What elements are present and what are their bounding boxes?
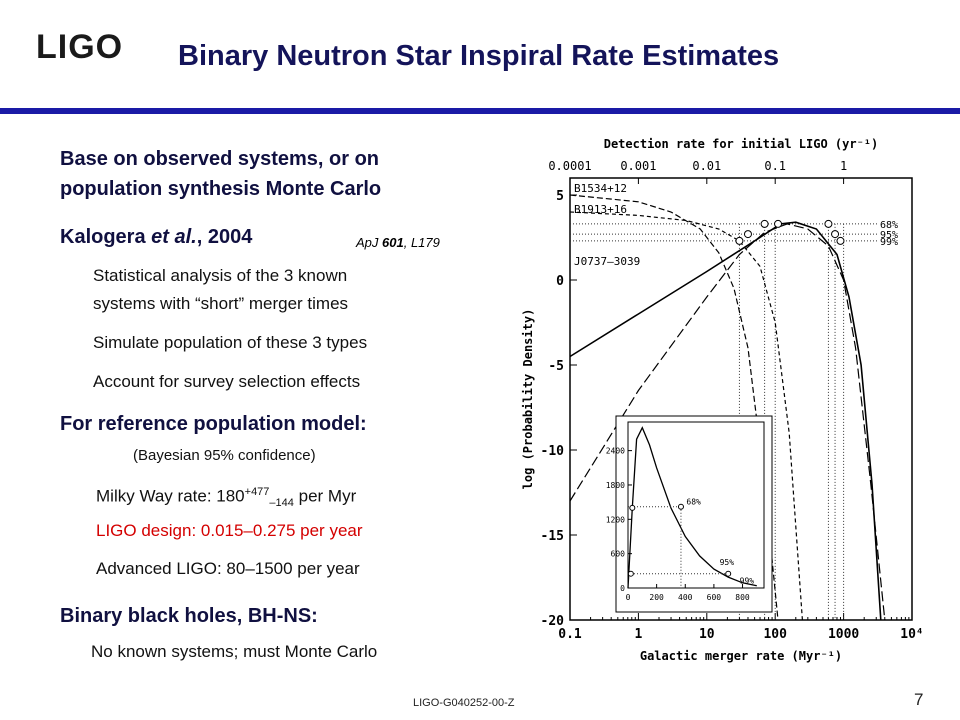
plot-frame (569, 177, 913, 621)
bullet-3: Account for survey selection effects (93, 372, 361, 391)
page-title: Binary Neutron Star Inspiral Rate Estima… (178, 40, 780, 72)
inset-y-tick-label: 1200 (606, 515, 625, 524)
inset-x-tick-label: 200 (649, 593, 664, 602)
kalogera-author: Kalogera (60, 226, 152, 248)
mw-rate-value: Milky Way rate: 180 (96, 486, 245, 506)
inset-marker (725, 570, 732, 577)
label-b1913: B1913+16 (574, 203, 627, 216)
inset-marker (629, 504, 636, 511)
x-tick-label: 10⁴ (900, 627, 923, 642)
milky-way-rate: Milky Way rate: 180+477–144 per Myr (96, 486, 356, 509)
ligo-design-rate: LIGO design: 0.015–0.275 per year (96, 521, 363, 540)
inset-y-tick-label: 0 (620, 584, 625, 593)
confidence-level-label: 95% (880, 230, 898, 241)
y-axis-label: log (Probability Density) (521, 309, 535, 490)
x-tick-label: 100 (763, 627, 787, 642)
top-tick-label: 0.001 (620, 159, 656, 173)
ref-volume: 601 (382, 235, 404, 250)
ref-journal: ApJ (356, 235, 383, 250)
inset-label-95: 95% (720, 558, 735, 567)
y-tick-label: -10 (541, 444, 565, 459)
series-curve (569, 223, 886, 621)
bullet-1b: systems with “short” merger times (93, 294, 349, 313)
binary-black-holes-heading: Binary black holes, BH-NS: (60, 605, 318, 627)
mw-rate-upper: +477 (244, 486, 270, 498)
confidence-marker (735, 236, 744, 245)
series-curve (569, 221, 882, 621)
y-tick-label: -15 (541, 529, 564, 544)
label-b1534: B1534+12 (574, 182, 627, 195)
intro-line-2: population synthesis Monte Carlo (60, 178, 382, 200)
inset-y-tick-label: 2400 (606, 447, 625, 456)
x-axis-label: Galactic merger rate (Myr⁻¹) (640, 649, 842, 663)
top-tick-label: 0.0001 (548, 159, 591, 173)
mw-rate-unit: per Myr (293, 486, 357, 506)
inset-label-99: 99% (740, 576, 755, 585)
y-tick-label: -20 (541, 614, 565, 629)
series-curve (569, 211, 803, 621)
confidence-marker (760, 219, 769, 228)
x-tick-label: 10 (699, 627, 715, 642)
bayesian-note: (Bayesian 95% confidence) (133, 447, 316, 464)
document-id: LIGO-G040252-00-Z (413, 697, 515, 709)
kalogera-etal: et al. (151, 226, 197, 248)
inset-x-tick-label: 0 (626, 593, 631, 602)
mw-rate-lower: –144 (269, 497, 294, 510)
confidence-marker (774, 219, 783, 228)
top-tick-label: 1 (840, 159, 847, 173)
inset-label-68: 68% (686, 498, 701, 507)
ligo-logo: LIGO (36, 28, 124, 66)
inset-curve (627, 426, 757, 589)
confidence-marker (831, 230, 840, 239)
inset-x-tick-label: 600 (707, 593, 722, 602)
reference-model-heading: For reference population model: (60, 413, 367, 435)
intro-line-1: Base on observed systems, or on (60, 148, 380, 170)
top-axis-title: Detection rate for initial LIGO (yr⁻¹) (604, 137, 879, 151)
confidence-level-label: 68% (880, 220, 898, 231)
y-tick-label: 5 (556, 189, 564, 204)
kalogera-heading: Kalogera et al., 2004 (60, 226, 252, 249)
confidence-marker (743, 230, 752, 239)
y-tick-label: 0 (556, 274, 564, 289)
inset-y-tick-label: 600 (611, 550, 626, 559)
inset-x-tick-label: 800 (735, 593, 750, 602)
binary-black-holes-note: No known systems; must Monte Carlo (91, 642, 378, 661)
confidence-marker (824, 219, 833, 228)
reference-citation: ApJ 601, L179 (356, 235, 440, 250)
bullet-2: Simulate population of these 3 types (93, 333, 368, 352)
x-tick-label: 1 (634, 627, 642, 642)
confidence-marker (836, 236, 845, 245)
page-number: 7 (914, 690, 924, 709)
kalogera-year: , 2004 (196, 226, 253, 248)
probability-density-plot: Detection rate for initial LIGO (yr⁻¹) 0.… (521, 137, 924, 663)
advanced-ligo-rate: Advanced LIGO: 80–1500 per year (96, 559, 360, 578)
x-tick-label: 0.1 (558, 627, 582, 642)
x-tick-label: 1000 (828, 627, 859, 642)
inset-y-tick-label: 1800 (606, 481, 625, 490)
inset-marker (677, 503, 684, 510)
top-tick-label: 0.01 (692, 159, 721, 173)
label-j0737: J0737–3039 (574, 255, 640, 268)
confidence-level-label: 99% (880, 237, 898, 248)
series-curve (569, 194, 779, 621)
inset-x-tick-label: 400 (678, 593, 693, 602)
ref-page: , L179 (403, 235, 440, 250)
top-tick-label: 0.1 (764, 159, 786, 173)
y-tick-label: -5 (548, 359, 564, 374)
inset-background (615, 415, 773, 613)
title-divider (0, 108, 960, 114)
inset-frame (627, 421, 765, 589)
inset-marker (627, 570, 634, 577)
bullet-1a: Statistical analysis of the 3 known (93, 266, 348, 285)
